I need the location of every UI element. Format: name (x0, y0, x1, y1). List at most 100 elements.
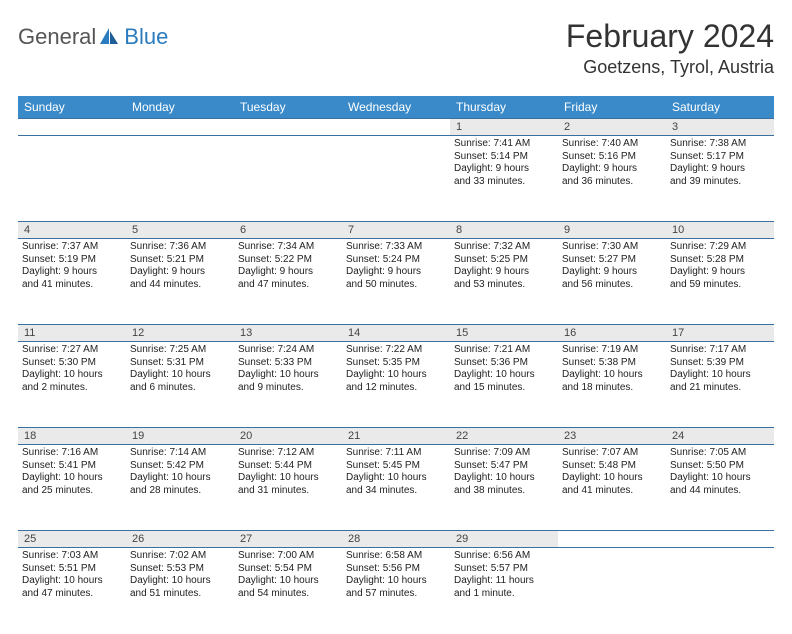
day-number: 2 (558, 119, 666, 136)
day-cell: Sunrise: 7:33 AM Sunset: 5:24 PM Dayligh… (342, 239, 450, 325)
calendar-table: Sunday Monday Tuesday Wednesday Thursday… (18, 96, 774, 634)
day-cell: Sunrise: 7:19 AM Sunset: 5:38 PM Dayligh… (558, 342, 666, 428)
logo-word2: Blue (124, 24, 168, 50)
day-number: 16 (558, 325, 666, 342)
day-number: 4 (18, 222, 126, 239)
day-cell (234, 136, 342, 222)
day-cell: Sunrise: 7:00 AM Sunset: 5:54 PM Dayligh… (234, 548, 342, 634)
day-cell: Sunrise: 7:38 AM Sunset: 5:17 PM Dayligh… (666, 136, 774, 222)
day-number: 10 (666, 222, 774, 239)
day-number (18, 119, 126, 136)
day-cell: Sunrise: 7:11 AM Sunset: 5:45 PM Dayligh… (342, 445, 450, 531)
day-number: 6 (234, 222, 342, 239)
day-cell: Sunrise: 7:22 AM Sunset: 5:35 PM Dayligh… (342, 342, 450, 428)
week-row: Sunrise: 7:03 AM Sunset: 5:51 PM Dayligh… (18, 548, 774, 634)
col-tuesday: Tuesday (234, 96, 342, 119)
day-cell: Sunrise: 7:29 AM Sunset: 5:28 PM Dayligh… (666, 239, 774, 325)
day-header-row: Sunday Monday Tuesday Wednesday Thursday… (18, 96, 774, 119)
day-details: Sunrise: 7:22 AM Sunset: 5:35 PM Dayligh… (346, 344, 446, 394)
day-number: 7 (342, 222, 450, 239)
week-row: Sunrise: 7:27 AM Sunset: 5:30 PM Dayligh… (18, 342, 774, 428)
daynum-row: 2526272829 (18, 531, 774, 548)
day-cell: Sunrise: 7:07 AM Sunset: 5:48 PM Dayligh… (558, 445, 666, 531)
day-number: 17 (666, 325, 774, 342)
day-cell: Sunrise: 7:25 AM Sunset: 5:31 PM Dayligh… (126, 342, 234, 428)
day-cell: Sunrise: 7:17 AM Sunset: 5:39 PM Dayligh… (666, 342, 774, 428)
day-cell: Sunrise: 7:32 AM Sunset: 5:25 PM Dayligh… (450, 239, 558, 325)
week-row: Sunrise: 7:41 AM Sunset: 5:14 PM Dayligh… (18, 136, 774, 222)
col-sunday: Sunday (18, 96, 126, 119)
day-cell: Sunrise: 7:09 AM Sunset: 5:47 PM Dayligh… (450, 445, 558, 531)
day-details: Sunrise: 7:32 AM Sunset: 5:25 PM Dayligh… (454, 241, 554, 291)
day-cell: Sunrise: 6:58 AM Sunset: 5:56 PM Dayligh… (342, 548, 450, 634)
day-details: Sunrise: 7:21 AM Sunset: 5:36 PM Dayligh… (454, 344, 554, 394)
day-number (234, 119, 342, 136)
day-cell: Sunrise: 7:30 AM Sunset: 5:27 PM Dayligh… (558, 239, 666, 325)
day-number: 9 (558, 222, 666, 239)
day-details: Sunrise: 7:12 AM Sunset: 5:44 PM Dayligh… (238, 447, 338, 497)
daynum-row: 18192021222324 (18, 428, 774, 445)
day-details: Sunrise: 7:14 AM Sunset: 5:42 PM Dayligh… (130, 447, 230, 497)
col-wednesday: Wednesday (342, 96, 450, 119)
week-row: Sunrise: 7:16 AM Sunset: 5:41 PM Dayligh… (18, 445, 774, 531)
day-cell: Sunrise: 7:34 AM Sunset: 5:22 PM Dayligh… (234, 239, 342, 325)
day-number: 26 (126, 531, 234, 548)
day-details: Sunrise: 6:56 AM Sunset: 5:57 PM Dayligh… (454, 550, 554, 600)
day-details: Sunrise: 7:24 AM Sunset: 5:33 PM Dayligh… (238, 344, 338, 394)
day-number: 14 (342, 325, 450, 342)
day-details: Sunrise: 7:17 AM Sunset: 5:39 PM Dayligh… (670, 344, 770, 394)
day-number: 15 (450, 325, 558, 342)
day-number: 21 (342, 428, 450, 445)
day-number: 3 (666, 119, 774, 136)
day-details: Sunrise: 7:11 AM Sunset: 5:45 PM Dayligh… (346, 447, 446, 497)
page-title: February 2024 (566, 18, 774, 55)
daynum-row: 123 (18, 119, 774, 136)
col-thursday: Thursday (450, 96, 558, 119)
daynum-row: 45678910 (18, 222, 774, 239)
day-cell: Sunrise: 7:05 AM Sunset: 5:50 PM Dayligh… (666, 445, 774, 531)
day-details: Sunrise: 7:40 AM Sunset: 5:16 PM Dayligh… (562, 138, 662, 188)
day-details: Sunrise: 7:19 AM Sunset: 5:38 PM Dayligh… (562, 344, 662, 394)
day-details: Sunrise: 7:29 AM Sunset: 5:28 PM Dayligh… (670, 241, 770, 291)
col-friday: Friday (558, 96, 666, 119)
day-details: Sunrise: 7:37 AM Sunset: 5:19 PM Dayligh… (22, 241, 122, 291)
daynum-row: 11121314151617 (18, 325, 774, 342)
day-number: 1 (450, 119, 558, 136)
day-details: Sunrise: 7:16 AM Sunset: 5:41 PM Dayligh… (22, 447, 122, 497)
day-cell: Sunrise: 7:14 AM Sunset: 5:42 PM Dayligh… (126, 445, 234, 531)
header: General Blue February 2024 Goetzens, Tyr… (18, 18, 774, 78)
day-number: 23 (558, 428, 666, 445)
day-number: 12 (126, 325, 234, 342)
sail-icon (98, 26, 120, 48)
day-cell: Sunrise: 7:12 AM Sunset: 5:44 PM Dayligh… (234, 445, 342, 531)
day-number (342, 119, 450, 136)
day-cell (126, 136, 234, 222)
day-details: Sunrise: 7:33 AM Sunset: 5:24 PM Dayligh… (346, 241, 446, 291)
logo-word1: General (18, 24, 96, 50)
day-cell (342, 136, 450, 222)
day-number: 22 (450, 428, 558, 445)
day-cell (558, 548, 666, 634)
day-cell (666, 548, 774, 634)
day-details: Sunrise: 7:00 AM Sunset: 5:54 PM Dayligh… (238, 550, 338, 600)
day-number (666, 531, 774, 548)
day-cell: Sunrise: 7:16 AM Sunset: 5:41 PM Dayligh… (18, 445, 126, 531)
day-details: Sunrise: 7:41 AM Sunset: 5:14 PM Dayligh… (454, 138, 554, 188)
day-details: Sunrise: 7:36 AM Sunset: 5:21 PM Dayligh… (130, 241, 230, 291)
title-block: February 2024 Goetzens, Tyrol, Austria (566, 18, 774, 78)
day-cell: Sunrise: 7:02 AM Sunset: 5:53 PM Dayligh… (126, 548, 234, 634)
day-details: Sunrise: 7:07 AM Sunset: 5:48 PM Dayligh… (562, 447, 662, 497)
col-saturday: Saturday (666, 96, 774, 119)
day-number: 25 (18, 531, 126, 548)
day-number (558, 531, 666, 548)
week-row: Sunrise: 7:37 AM Sunset: 5:19 PM Dayligh… (18, 239, 774, 325)
day-details: Sunrise: 7:30 AM Sunset: 5:27 PM Dayligh… (562, 241, 662, 291)
day-number (126, 119, 234, 136)
day-cell (18, 136, 126, 222)
day-number: 24 (666, 428, 774, 445)
day-details: Sunrise: 6:58 AM Sunset: 5:56 PM Dayligh… (346, 550, 446, 600)
col-monday: Monday (126, 96, 234, 119)
day-details: Sunrise: 7:38 AM Sunset: 5:17 PM Dayligh… (670, 138, 770, 188)
day-cell: Sunrise: 7:37 AM Sunset: 5:19 PM Dayligh… (18, 239, 126, 325)
day-number: 28 (342, 531, 450, 548)
